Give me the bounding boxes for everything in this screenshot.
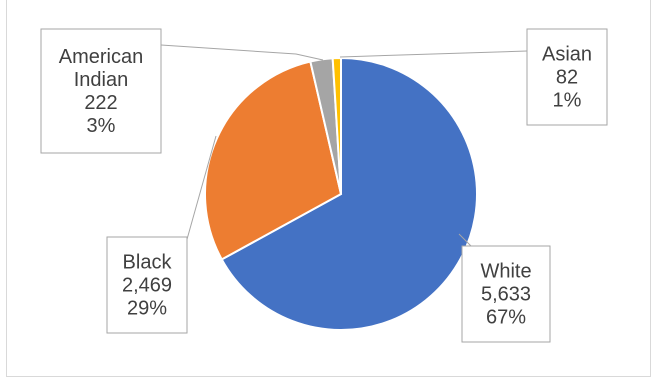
- label-text-white-1: 5,633: [481, 284, 531, 306]
- label-text-black-0: Black: [123, 252, 173, 274]
- label-text-black-2: 29%: [127, 298, 167, 320]
- leader-line-black: [183, 135, 217, 251]
- leader-line-american-indian: [160, 44, 324, 61]
- label-text-asian-2: 1%: [553, 90, 582, 112]
- label-text-black-1: 2,469: [122, 275, 172, 297]
- pie-slice-white: [220, 56, 478, 331]
- pie-slice-black: [204, 60, 343, 261]
- label-text-asian-1: 82: [556, 67, 578, 89]
- label-text-american-indian-2: 222: [84, 92, 117, 114]
- label-text-american-indian-3: 3%: [87, 115, 116, 137]
- pie-slices: [204, 56, 478, 331]
- label-box-white: [461, 245, 551, 343]
- label-text-american-indian-1: Indian: [74, 69, 129, 91]
- label-text-american-indian-0: American: [59, 46, 143, 68]
- label-box-american-indian: [40, 28, 162, 154]
- label-box-asian: [526, 28, 608, 126]
- leader-line-asian: [339, 50, 528, 58]
- chart-frame: [6, 0, 651, 377]
- label-box-black: [106, 236, 188, 334]
- pie-slice-asian: [331, 56, 342, 195]
- label-text-asian-0: Asian: [542, 44, 592, 66]
- label-text-white-0: White: [480, 261, 531, 283]
- label-text-white-2: 67%: [486, 307, 526, 329]
